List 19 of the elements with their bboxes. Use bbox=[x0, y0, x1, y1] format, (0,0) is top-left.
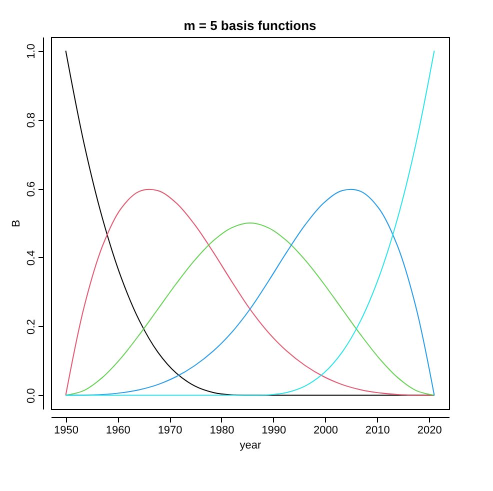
y-tick-label: 0.2 bbox=[26, 319, 38, 334]
x-axis-title: year bbox=[240, 440, 262, 452]
y-axis-title: B bbox=[10, 220, 22, 228]
x-tick-label: 2020 bbox=[417, 424, 442, 436]
x-tick-label: 1980 bbox=[210, 424, 234, 436]
y-tick-label: 0.8 bbox=[26, 112, 38, 128]
x-tick-label: 2000 bbox=[314, 424, 338, 436]
x-tick-label: 2010 bbox=[365, 424, 390, 436]
y-tick-label: 0.6 bbox=[26, 181, 38, 197]
chart-title: m = 5 basis functions bbox=[184, 18, 316, 33]
line-series bbox=[65, 50, 435, 396]
y-tick-label: 0.0 bbox=[26, 388, 38, 404]
y-tick-label: 0.4 bbox=[26, 250, 38, 266]
line-series bbox=[65, 222, 435, 396]
x-tick-label: 1970 bbox=[158, 424, 182, 436]
x-tick-label: 1960 bbox=[106, 424, 130, 436]
x-tick-label: 1990 bbox=[262, 424, 286, 436]
y-tick-label: 1.0 bbox=[26, 44, 38, 59]
x-tick-label: 1950 bbox=[54, 424, 78, 436]
